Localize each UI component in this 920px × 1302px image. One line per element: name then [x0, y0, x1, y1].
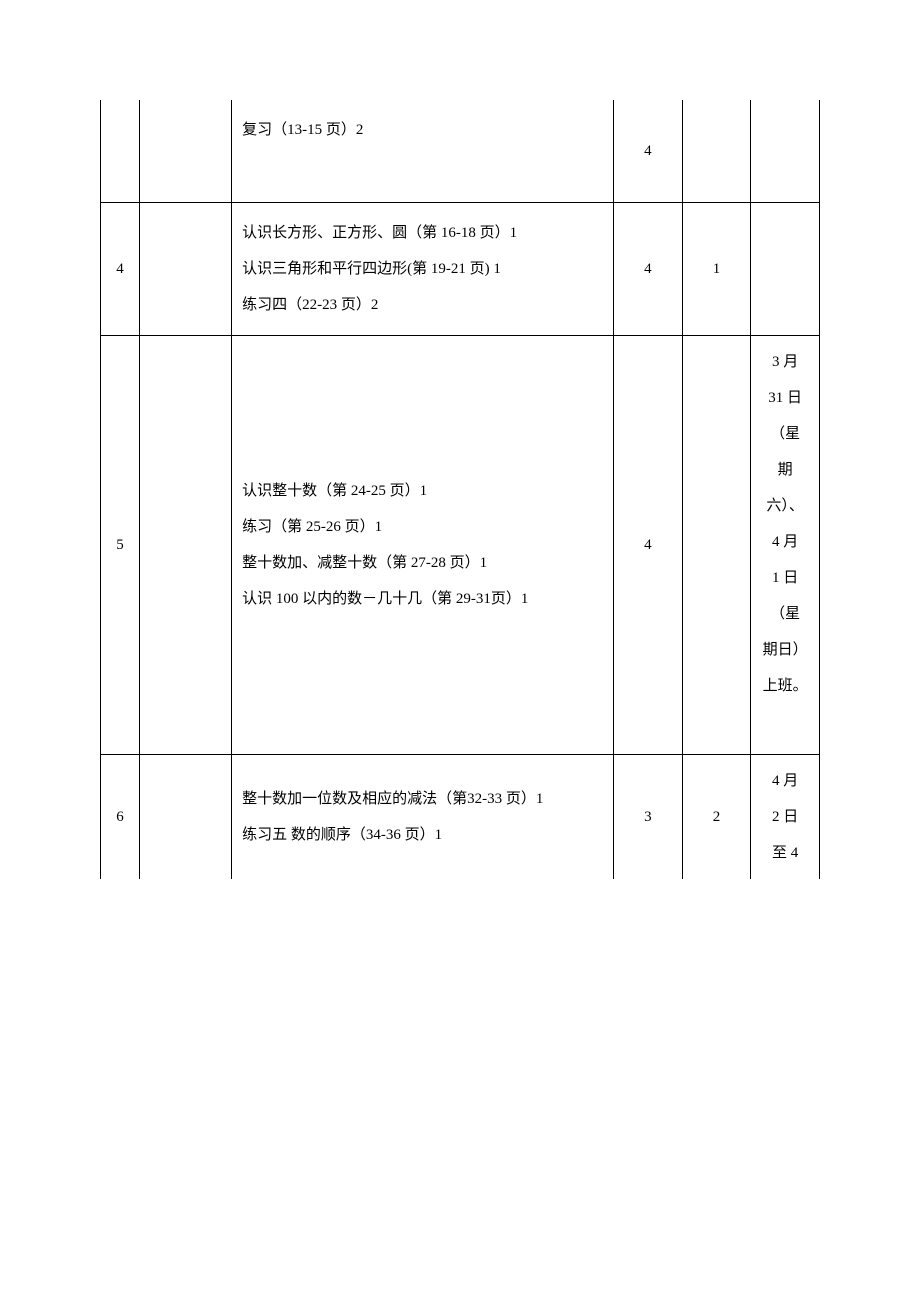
note-line: 1 日 [755, 560, 815, 596]
content-line: 整十数加、减整十数（第 27-28 页）1 [242, 545, 603, 581]
content-cell: 复习（13-15 页）2 [232, 100, 614, 203]
note-line: 期 [755, 452, 815, 488]
week-cell [101, 100, 140, 203]
table-row: 5 认识整十数（第 24-25 页）1 练习（第 25-26 页）1 整十数加、… [101, 336, 820, 755]
extra-cell: 1 [682, 203, 751, 336]
content-cell: 认识整十数（第 24-25 页）1 练习（第 25-26 页）1 整十数加、减整… [232, 336, 614, 755]
note-line: 4 月 [755, 524, 815, 560]
content-cell: 认识长方形、正方形、圆（第 16-18 页）1 认识三角形和平行四边形(第 19… [232, 203, 614, 336]
content-cell: 整十数加一位数及相应的减法（第32-33 页）1 练习五 数的顺序（34-36 … [232, 755, 614, 880]
date-cell [139, 336, 231, 755]
date-cell [139, 755, 231, 880]
note-line: （星 [755, 416, 815, 452]
note-cell [751, 203, 820, 336]
content-line: 认识长方形、正方形、圆（第 16-18 页）1 [242, 215, 603, 251]
note-line: 2 日 [755, 799, 815, 835]
date-cell [139, 100, 231, 203]
hours-cell: 4 [614, 100, 683, 203]
schedule-table: 复习（13-15 页）2 4 4 认识长方形、正方形、圆（第 16-18 页）1… [100, 100, 820, 879]
note-line: 3 月 [755, 344, 815, 380]
note-line: 31 日 [755, 380, 815, 416]
note-cell: 4 月 2 日 至 4 [751, 755, 820, 880]
note-cell [751, 100, 820, 203]
content-line: 练习（第 25-26 页）1 [242, 509, 603, 545]
week-cell: 4 [101, 203, 140, 336]
content-line: 练习四（22-23 页）2 [242, 287, 603, 323]
note-line: 六）、 [755, 488, 815, 524]
note-line: 上班。 [755, 668, 815, 704]
hours-cell: 3 [614, 755, 683, 880]
extra-cell [682, 100, 751, 203]
table-row: 4 认识长方形、正方形、圆（第 16-18 页）1 认识三角形和平行四边形(第 … [101, 203, 820, 336]
table-row: 6 整十数加一位数及相应的减法（第32-33 页）1 练习五 数的顺序（34-3… [101, 755, 820, 880]
content-line: 认识三角形和平行四边形(第 19-21 页) 1 [242, 251, 603, 287]
content-line: 复习（13-15 页）2 [242, 112, 603, 148]
week-cell: 6 [101, 755, 140, 880]
content-line: 练习五 数的顺序（34-36 页）1 [242, 817, 603, 853]
content-line: 认识整十数（第 24-25 页）1 [242, 473, 603, 509]
extra-cell: 2 [682, 755, 751, 880]
week-cell: 5 [101, 336, 140, 755]
note-line: 期日） [755, 632, 815, 668]
note-line: 4 月 [755, 763, 815, 799]
note-line: 至 4 [755, 835, 815, 871]
content-line: 整十数加一位数及相应的减法（第32-33 页）1 [242, 781, 603, 817]
table-row: 复习（13-15 页）2 4 [101, 100, 820, 203]
note-cell: 3 月 31 日 （星 期 六）、 4 月 1 日 （星 期日） 上班。 [751, 336, 820, 755]
note-line: （星 [755, 596, 815, 632]
hours-cell: 4 [614, 336, 683, 755]
content-line: 认识 100 以内的数－几十几（第 29-31页）1 [242, 581, 603, 617]
date-cell [139, 203, 231, 336]
hours-cell: 4 [614, 203, 683, 336]
extra-cell [682, 336, 751, 755]
